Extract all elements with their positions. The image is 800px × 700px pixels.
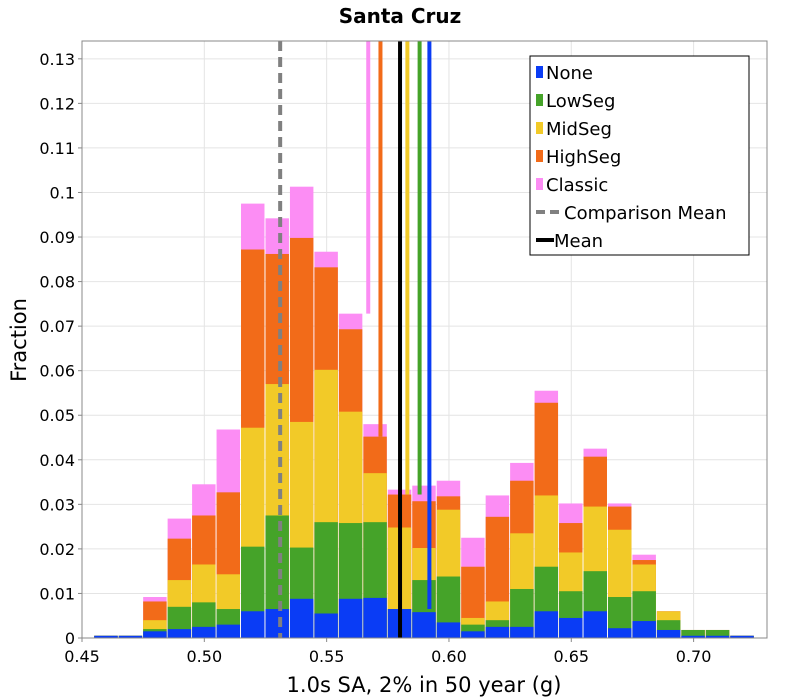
- x-tick-label: 0.45: [64, 647, 100, 666]
- bar-none: [730, 635, 754, 638]
- bar-none: [656, 629, 681, 638]
- legend-label: MidSeg: [546, 119, 612, 140]
- bar-none: [118, 635, 143, 638]
- bar-lowseg: [314, 522, 338, 638]
- bar-none: [265, 609, 289, 638]
- bar-none: [314, 613, 338, 638]
- bar-none: [705, 635, 730, 638]
- y-tick-label: 0.04: [39, 451, 75, 470]
- bar-none: [485, 626, 510, 638]
- bar-lowseg: [705, 629, 730, 638]
- bar-none: [607, 628, 632, 638]
- bar-none: [241, 611, 265, 638]
- y-tick-label: 0.08: [39, 273, 75, 292]
- legend-label: Mean: [554, 231, 603, 252]
- y-tick-label: 0.11: [39, 139, 75, 158]
- legend-label: LowSeg: [546, 91, 615, 112]
- y-tick-label: 0.07: [39, 317, 75, 336]
- x-tick-label: 0.50: [187, 647, 223, 666]
- bar-none: [363, 597, 387, 638]
- legend-swatch-classic: [536, 178, 543, 190]
- x-axis-label: 1.0s SA, 2% in 50 year (g): [287, 673, 562, 697]
- axes: 0 0.01 0.02 0.03 0.04 0.05 0.06 0.07 0.08 0.09 0.1…: [39, 50, 711, 666]
- legend-swatch-none: [536, 66, 543, 78]
- legend-box: [529, 55, 750, 256]
- y-tick-label: 0.12: [39, 94, 75, 113]
- bar-none: [167, 629, 192, 638]
- bar-none: [338, 598, 363, 638]
- legend-label: None: [546, 63, 593, 84]
- bar-none: [681, 635, 705, 638]
- x-tick-label: 0.55: [309, 647, 345, 666]
- legend-label: HighSeg: [546, 147, 621, 168]
- bar-lowseg: [510, 588, 534, 638]
- bar-lowseg: [265, 515, 289, 638]
- x-tick-label: 0.65: [553, 647, 589, 666]
- legend-label: Classic: [546, 175, 608, 196]
- y-axis-label: Fraction: [7, 298, 31, 382]
- legend: None LowSeg MidSeg HighSeg Classic Comparison…: [529, 55, 750, 256]
- y-tick-label: 0.06: [39, 362, 75, 381]
- legend-swatch-midseg: [536, 122, 543, 134]
- legend-label: Comparison Mean: [564, 203, 727, 224]
- y-tick-label: 0.01: [39, 584, 75, 603]
- bar-none: [632, 621, 656, 638]
- y-tick-label: 0.05: [39, 406, 75, 425]
- bars-layer: [94, 186, 754, 639]
- bar-none: [559, 617, 583, 638]
- legend-swatch-lowseg: [536, 94, 543, 106]
- bar-lowseg: [681, 629, 705, 638]
- y-tick-label: 0.03: [39, 495, 75, 514]
- bar-none: [216, 624, 241, 638]
- bar-none: [461, 631, 485, 638]
- bar-none: [534, 611, 559, 638]
- x-tick-label: 0.70: [676, 647, 712, 666]
- bar-none: [192, 626, 216, 638]
- chart-title: Santa Cruz: [339, 4, 462, 28]
- x-tick-label: 0.60: [431, 647, 467, 666]
- bar-lowseg: [607, 597, 632, 638]
- plot-frame: [81, 40, 768, 639]
- bar-none: [583, 611, 607, 638]
- bar-none: [143, 631, 167, 638]
- y-tick-label: 0.13: [39, 50, 75, 69]
- y-tick-label: 0.1: [50, 183, 75, 202]
- y-tick-label: 0: [65, 629, 75, 648]
- y-tick-label: 0.09: [39, 228, 75, 247]
- legend-swatch-highseg: [536, 150, 543, 162]
- y-tick-label: 0.02: [39, 540, 75, 559]
- bar-none: [289, 598, 314, 638]
- bar-none: [412, 612, 436, 638]
- mean-lines-layer: [278, 41, 432, 638]
- bar-none: [436, 622, 461, 638]
- bar-none: [94, 635, 118, 638]
- bar-none: [510, 626, 534, 638]
